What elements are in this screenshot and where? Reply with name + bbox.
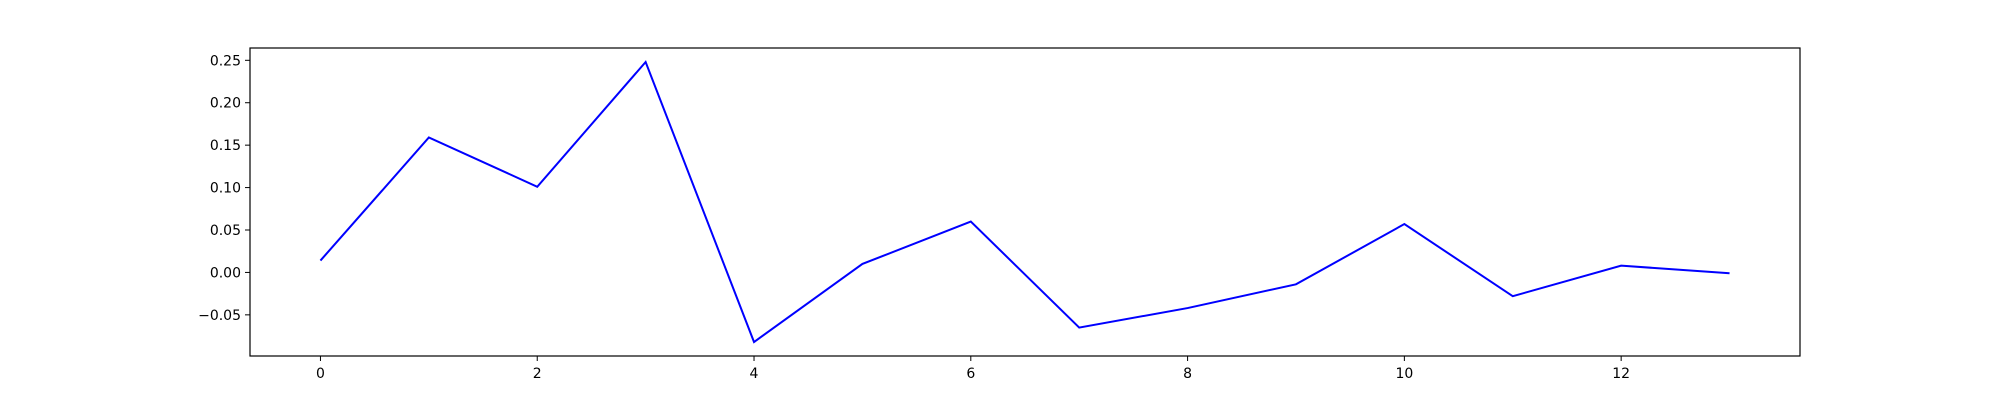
y-tick-label: 0.05 [210,223,241,239]
plot-area [250,48,1800,356]
y-tick-label: 0.10 [210,181,241,197]
x-tick-label: 2 [533,366,542,382]
x-tick-label: 4 [750,366,759,382]
y-tick-label: 0.00 [210,265,241,281]
y-tick-label: 0.25 [210,53,241,69]
y-tick-label: 0.15 [210,138,241,154]
x-axis-ticks: 0 2 4 6 8 10 12 [316,356,1630,382]
x-tick-label: 10 [1395,366,1413,382]
x-tick-label: 8 [1183,366,1192,382]
y-tick-label: −0.05 [198,308,241,324]
x-tick-label: 0 [316,366,325,382]
x-tick-label: 6 [966,366,975,382]
y-tick-label: 0.20 [210,96,241,112]
x-tick-label: 12 [1612,366,1630,382]
y-axis-ticks: −0.05 0.00 0.05 0.10 0.15 0.20 0.25 [198,53,250,324]
